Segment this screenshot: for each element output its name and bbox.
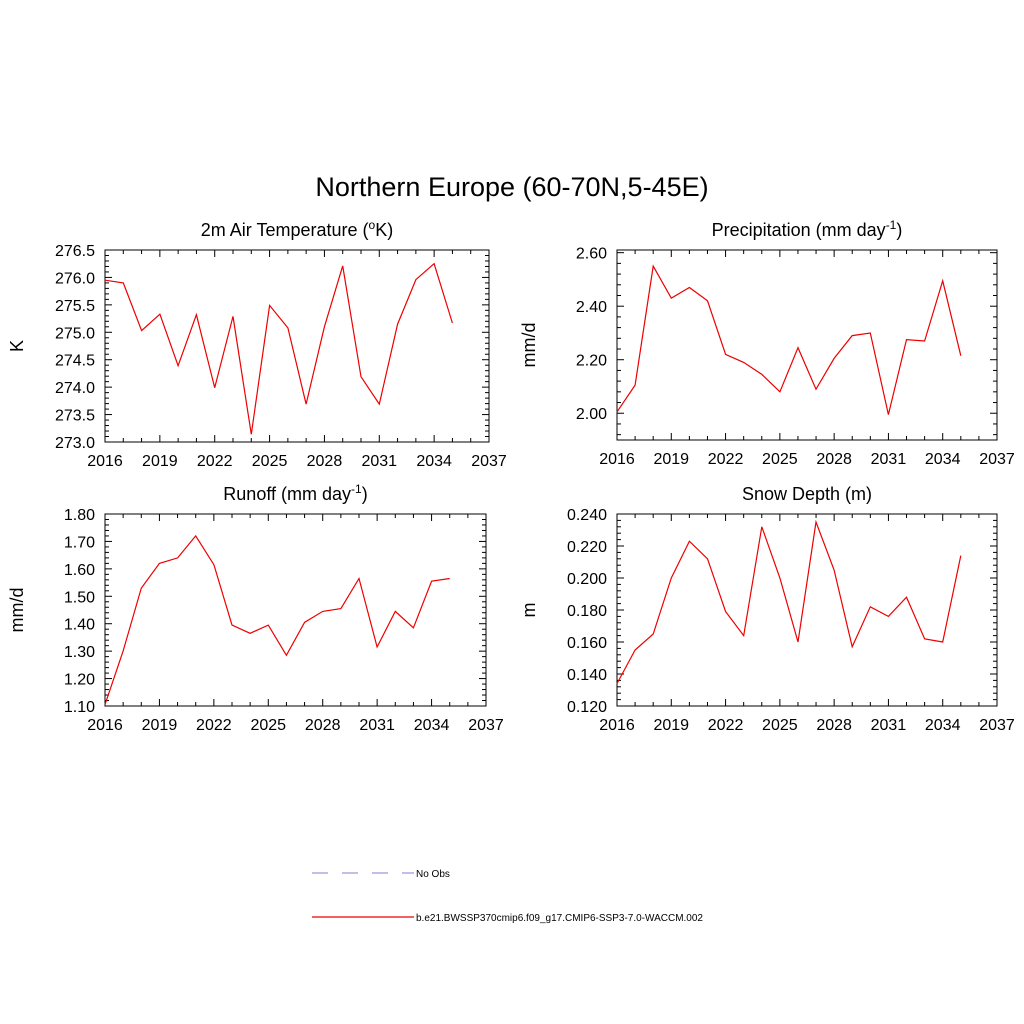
plot-frame (104, 249, 490, 443)
x-tick-label: 2019 (653, 717, 689, 734)
x-tick-label: 2022 (708, 451, 744, 468)
panel-title: Runoff (mm day-1) (223, 482, 367, 504)
x-tick-label: 2034 (925, 717, 961, 734)
plot-frame (616, 249, 998, 441)
panel-3: 2016 2019 2022 2025 2028 2031 2034 2037 0.120 0.1… (519, 484, 1015, 734)
x-tick-label: 2025 (762, 451, 798, 468)
y-axis-label: K (7, 340, 27, 352)
x-tick-label: 2022 (196, 717, 232, 734)
x-tick-label: 2025 (762, 717, 798, 734)
x-tick-label: 2016 (87, 717, 123, 734)
x-tick-label: 2025 (252, 453, 288, 470)
x-tick-label: 2025 (250, 717, 286, 734)
y-tick-label: 0.180 (567, 603, 607, 620)
y-tick-label: 1.30 (64, 644, 95, 661)
panel-title-end: K) (375, 220, 393, 240)
series-line (616, 264, 962, 415)
panel-title: Precipitation (mm day-1) (712, 218, 903, 240)
x-tick-label: 2031 (871, 451, 907, 468)
x-tick-label: 2019 (142, 717, 178, 734)
y-tick-label: 275.0 (55, 325, 95, 342)
y-tick-label: 0.220 (567, 539, 607, 556)
x-tick-label: 2037 (468, 717, 504, 734)
panel-title-main: Snow Depth (m) (742, 484, 872, 504)
panel-title-superscript: o (369, 218, 376, 232)
y-axis-label: m (519, 603, 539, 618)
y-tick-label: 0.240 (567, 507, 607, 524)
y-tick-label: 0.200 (567, 571, 607, 588)
panel-0: 2016 2019 2022 2025 2028 2031 2034 2037 273.0 273… (7, 218, 507, 470)
y-tick-label: 276.0 (55, 270, 95, 287)
panel-title-end: ) (896, 220, 902, 240)
x-tick-label: 2016 (87, 453, 123, 470)
x-tick-label: 2034 (416, 453, 452, 470)
x-tick-label: 2028 (816, 451, 852, 468)
y-tick-label: 2.40 (576, 299, 607, 316)
x-tick-label: 2037 (979, 717, 1015, 734)
panel-title-superscript: -1 (886, 218, 897, 232)
y-tick-label: 1.70 (64, 534, 95, 551)
y-tick-label: 2.00 (576, 406, 607, 423)
y-tick-label: 0.120 (567, 699, 607, 716)
y-tick-label: 0.160 (567, 635, 607, 652)
panel-2: 2016 2019 2022 2025 2028 2031 2034 2037 1.10 1.20… (7, 482, 504, 734)
x-tick-label: 2034 (414, 717, 450, 734)
x-tick-label: 2031 (361, 453, 397, 470)
panel-title-main: Precipitation (mm day (712, 220, 886, 240)
y-tick-label: 0.140 (567, 667, 607, 684)
y-tick-label: 1.20 (64, 672, 95, 689)
series-line (104, 262, 453, 435)
x-tick-label: 2037 (979, 451, 1015, 468)
x-tick-label: 2034 (925, 451, 961, 468)
panels: 2016 2019 2022 2025 2028 2031 2034 2037 273.0 273… (7, 218, 1015, 734)
x-tick-label: 2031 (359, 717, 395, 734)
legend: No Obs b.e21.BWSSP370cmip6.f09_g17.CMIP6… (312, 869, 703, 924)
x-tick-label: 2028 (305, 717, 341, 734)
y-tick-label: 274.0 (55, 380, 95, 397)
x-tick-label: 2019 (142, 453, 178, 470)
y-tick-label: 2.60 (576, 246, 607, 263)
y-tick-label: 275.5 (55, 298, 95, 315)
main-title: Northern Europe (60-70N,5-45E) (315, 172, 708, 202)
x-tick-label: 2028 (816, 717, 852, 734)
x-tick-label: 2031 (871, 717, 907, 734)
plot-frame (104, 513, 487, 707)
x-tick-label: 2022 (708, 717, 744, 734)
legend-label-no-obs: No Obs (416, 869, 450, 880)
y-tick-label: 1.40 (64, 617, 95, 634)
series-line (104, 534, 450, 705)
x-tick-label: 2016 (599, 717, 635, 734)
y-tick-label: 1.10 (64, 699, 95, 716)
x-tick-label: 2019 (653, 451, 689, 468)
x-tick-label: 2037 (471, 453, 507, 470)
x-tick-label: 2022 (197, 453, 233, 470)
y-tick-label: 1.50 (64, 589, 95, 606)
y-axis-label: mm/d (519, 323, 539, 368)
y-tick-label: 273.5 (55, 408, 95, 425)
y-axis-label: mm/d (7, 588, 27, 633)
series-line (616, 519, 962, 684)
panel-title-superscript: -1 (351, 482, 362, 496)
y-tick-label: 1.60 (64, 562, 95, 579)
plot-frame (616, 513, 998, 707)
x-tick-label: 2028 (307, 453, 343, 470)
y-tick-label: 1.80 (64, 507, 95, 524)
y-tick-label: 2.20 (576, 353, 607, 370)
x-tick-label: 2016 (599, 451, 635, 468)
y-tick-label: 273.0 (55, 435, 95, 452)
panel-title: Snow Depth (m) (742, 484, 872, 504)
legend-label-model: b.e21.BWSSP370cmip6.f09_g17.CMIP6-SSP3-7… (416, 913, 703, 924)
panel-title-main: Runoff (mm day (223, 484, 351, 504)
panel-title: 2m Air Temperature (oK) (201, 218, 393, 240)
panel-title-end: ) (362, 484, 368, 504)
panel-title-main: 2m Air Temperature ( (201, 220, 369, 240)
panel-1: 2016 2019 2022 2025 2028 2031 2034 2037 2.00 2.20… (519, 218, 1015, 468)
y-tick-label: 274.5 (55, 353, 95, 370)
y-tick-label: 276.5 (55, 243, 95, 260)
